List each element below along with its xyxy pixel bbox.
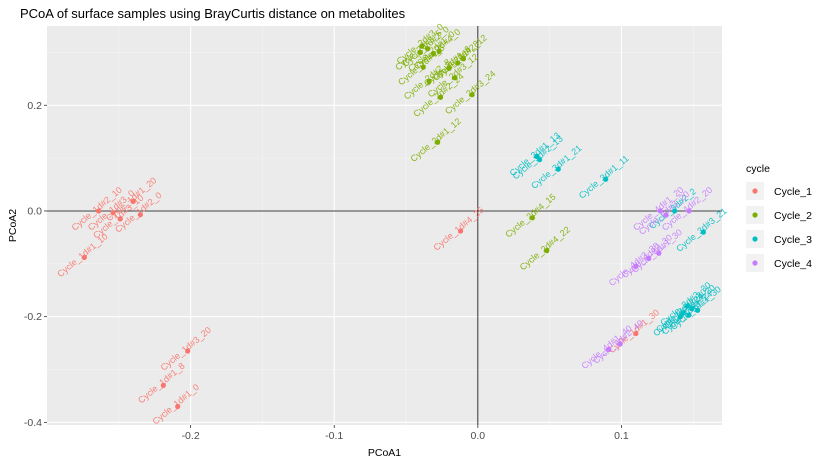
y-tick-label: 0.2 xyxy=(27,100,42,112)
data-point xyxy=(605,346,612,353)
data-point xyxy=(694,307,701,313)
legend-label: Cycle_4 xyxy=(774,258,812,270)
legend-label: Cycle_2 xyxy=(774,210,812,222)
data-point xyxy=(700,229,706,235)
data-point xyxy=(117,216,123,222)
data-point xyxy=(680,310,686,316)
data-point xyxy=(160,382,166,388)
x-tick-label: -0.1 xyxy=(325,430,343,442)
x-tick-label: 0.1 xyxy=(614,430,629,442)
data-point xyxy=(137,212,143,218)
data-point xyxy=(426,78,432,85)
data-point xyxy=(469,92,475,98)
data-point xyxy=(617,341,623,347)
data-point xyxy=(677,314,683,320)
data-point xyxy=(430,50,436,57)
y-tick-label: -0.4 xyxy=(24,417,42,429)
data-point xyxy=(96,208,102,214)
legend-title: cycle xyxy=(746,163,770,175)
data-point xyxy=(633,330,639,337)
data-point xyxy=(656,250,662,256)
legend-key-cycle-1 xyxy=(752,188,758,194)
data-point xyxy=(672,208,678,214)
plot-panel xyxy=(47,26,722,425)
y-tick-label: -0.2 xyxy=(24,311,42,323)
data-point xyxy=(646,255,652,262)
x-axis-title: PCoA1 xyxy=(368,447,401,459)
x-tick-label: 0.0 xyxy=(471,430,486,442)
data-point xyxy=(435,139,441,145)
data-point xyxy=(420,64,426,70)
data-point xyxy=(686,208,692,214)
data-point xyxy=(130,198,136,205)
legend-key-cycle-3 xyxy=(752,236,758,242)
data-point xyxy=(175,403,181,410)
x-tick-label: -0.2 xyxy=(182,430,200,442)
data-point xyxy=(657,208,663,214)
data-point xyxy=(458,228,464,234)
data-point xyxy=(460,56,467,62)
data-point xyxy=(185,348,191,354)
data-point xyxy=(663,212,669,218)
data-point xyxy=(684,303,691,309)
data-point xyxy=(424,46,431,52)
data-point xyxy=(437,94,444,100)
data-point xyxy=(417,49,424,56)
data-point xyxy=(544,248,550,254)
y-tick-label: 0.0 xyxy=(27,205,42,217)
data-point xyxy=(419,43,425,49)
chart-title: PCoA of surface samples using BrayCurtis… xyxy=(20,6,406,21)
legend-key-cycle-4 xyxy=(752,260,758,266)
data-point xyxy=(633,263,639,270)
data-point xyxy=(555,166,561,172)
legend-label: Cycle_3 xyxy=(774,234,812,246)
data-point xyxy=(689,306,695,312)
data-point xyxy=(81,254,87,261)
legend-label: Cycle_1 xyxy=(774,186,812,198)
data-point xyxy=(603,176,609,182)
data-point xyxy=(436,48,442,54)
data-point xyxy=(686,312,692,318)
data-point xyxy=(537,157,543,163)
data-point xyxy=(446,65,452,71)
data-point xyxy=(529,215,536,221)
data-point xyxy=(452,75,458,81)
y-axis-title: PCoA2 xyxy=(7,209,19,242)
data-point xyxy=(455,60,461,66)
data-point xyxy=(110,209,116,216)
legend-key-cycle-2 xyxy=(752,212,758,218)
